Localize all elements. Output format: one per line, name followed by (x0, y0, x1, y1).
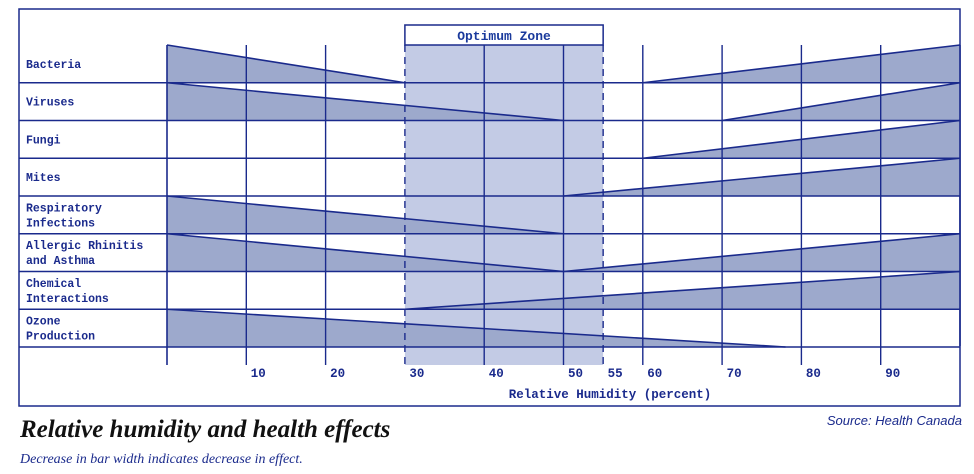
row-label-line: Production (26, 331, 95, 344)
row-label: Chemical Interactions (26, 278, 109, 306)
row-label-line: Respiratory (26, 202, 102, 215)
x-tick-label: 20 (330, 367, 345, 381)
x-tick-label: 80 (806, 367, 821, 381)
row-label-line: and Asthma (26, 255, 95, 268)
chart-subtitle: Decrease in bar width indicates decrease… (20, 452, 303, 467)
x-tick-label: 50 (568, 367, 583, 381)
row-label: Respiratory Infections (26, 202, 102, 230)
row-label: Mites (26, 172, 61, 185)
row-label: Bacteria (26, 59, 81, 72)
x-tick-label: 70 (727, 367, 742, 381)
optimum-zone-band (404, 45, 604, 365)
bar-wedge-edge (563, 232, 961, 273)
chart-title: Relative humidity and health effects (20, 416, 391, 443)
bar-wedge-edge (166, 195, 564, 235)
optimum-zone-label: Optimum Zone (457, 29, 551, 44)
x-tick-label: 90 (885, 367, 900, 381)
row-label-line: Chemical (26, 278, 81, 291)
bar-wedge-edge (166, 232, 564, 273)
bar-wedge-edge (166, 44, 406, 84)
x-tick-label: 40 (489, 367, 504, 381)
row-label: Allergic Rhinitis and Asthma (26, 240, 143, 268)
row-label-line: Viruses (26, 97, 74, 110)
row-label-line: Mites (26, 172, 61, 185)
row-label-line: Interactions (26, 293, 109, 306)
bar-wedge-edge (166, 81, 564, 122)
row-label: Ozone Production (26, 316, 95, 344)
x-tick-label: 10 (251, 367, 266, 381)
x-tick-label: 55 (608, 367, 623, 381)
row-label-line: Infections (26, 217, 95, 230)
bar-wedge-edge (166, 308, 786, 348)
row-label: Fungi (26, 134, 61, 147)
bar-wedge-edge (721, 81, 961, 122)
x-tick-label: 30 (409, 367, 424, 381)
row-label-line: Bacteria (26, 59, 81, 72)
row-label-line: Fungi (26, 134, 61, 147)
optimum-zone-header (404, 24, 604, 46)
row-label: Viruses (26, 97, 74, 110)
x-tick-label: 60 (647, 367, 662, 381)
bar-wedge-edge (563, 157, 961, 197)
chart-source: Source: Health Canada (826, 413, 962, 428)
row-label-line: Ozone (26, 316, 61, 329)
row-label-line: Allergic Rhinitis (26, 240, 143, 253)
x-axis-label: Relative Humidity (percent) (509, 388, 712, 402)
bar-wedge-edge (404, 270, 961, 311)
